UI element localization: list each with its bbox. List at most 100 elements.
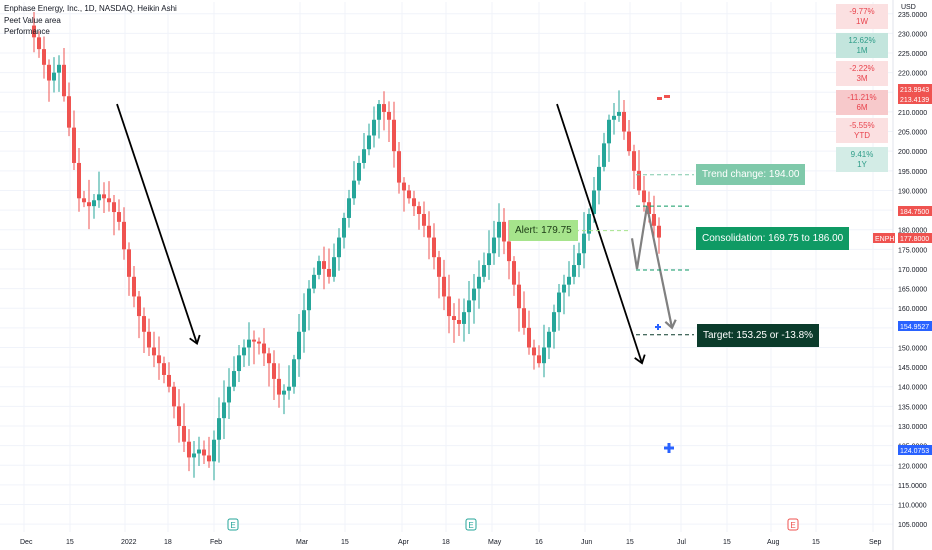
- value-area-marker: [664, 95, 670, 98]
- candle-body: [332, 257, 336, 277]
- candle-body: [242, 347, 246, 356]
- candle-body: [622, 111, 626, 132]
- performance-value: -5.55%: [849, 121, 875, 130]
- performance-value: 12.62%: [848, 35, 876, 45]
- x-tick-label: Apr: [398, 539, 410, 546]
- x-tick-label: 15: [341, 539, 349, 546]
- x-tick-label: Sep: [869, 539, 882, 546]
- trend-arrow-head: [189, 334, 201, 346]
- y-tick-label: 130.0000: [898, 424, 927, 431]
- y-tick-label: 225.0000: [898, 51, 927, 58]
- candle-body: [597, 166, 601, 191]
- trend-arrow-head: [634, 354, 646, 365]
- candle-body: [652, 214, 656, 226]
- x-tick-label: Jul: [677, 539, 686, 546]
- candle-body: [627, 131, 631, 152]
- candle-body: [482, 265, 486, 277]
- trend-change-label[interactable]: Trend change: 194.00: [696, 164, 806, 185]
- performance-period: 3M: [856, 74, 868, 83]
- performance-period: 1M: [856, 45, 868, 55]
- candle-body: [107, 198, 111, 203]
- price-tag: [898, 233, 932, 243]
- candle-body: [572, 265, 576, 277]
- performance-value: -9.77%: [849, 7, 875, 16]
- performance-period: 1Y: [857, 159, 867, 169]
- candle-body: [202, 449, 206, 456]
- candle-body: [257, 341, 261, 344]
- candle-body: [492, 237, 496, 254]
- candle-body: [97, 194, 101, 201]
- currency-label: USD: [901, 4, 916, 11]
- candle-body: [187, 441, 191, 458]
- candle-body: [582, 233, 586, 254]
- performance-cell: 9.41% 1Y: [836, 146, 888, 172]
- candle-body: [632, 151, 636, 171]
- candle-body: [327, 268, 331, 277]
- consolidation-label[interactable]: Consolidation: 169.75 to 186.00: [696, 227, 850, 250]
- earnings-marker-label: E: [790, 521, 795, 530]
- y-tick-label: 220.0000: [898, 71, 927, 78]
- candle-body: [207, 455, 211, 462]
- candle-body: [352, 180, 356, 199]
- candle-body: [347, 198, 351, 218]
- candle-body: [157, 355, 161, 364]
- candle-body: [122, 221, 126, 250]
- candle-body: [252, 339, 256, 342]
- candle-body: [557, 292, 561, 313]
- price-tag-label: 213.9943: [900, 87, 929, 94]
- earnings-marker: [227, 518, 239, 531]
- candle-body: [247, 339, 251, 348]
- candle-body: [612, 115, 616, 120]
- candle-body: [302, 310, 306, 332]
- performance-period: YTD: [854, 131, 870, 140]
- y-tick-label: 135.0000: [898, 404, 927, 411]
- candle-body: [512, 261, 516, 285]
- price-tag-label: 184.7500: [900, 209, 929, 216]
- price-tag: [898, 206, 932, 216]
- y-tick-label: 160.0000: [898, 306, 927, 313]
- candle-body: [637, 170, 641, 191]
- price-tag: [898, 445, 932, 455]
- y-tick-label: 175.0000: [898, 247, 927, 254]
- price-tag-label: 154.9527: [900, 324, 929, 331]
- candle-body: [227, 386, 231, 403]
- candle-body: [82, 198, 86, 203]
- candle-body: [57, 64, 61, 73]
- price-tag-label: 124.0753: [900, 448, 929, 455]
- target-label[interactable]: Target: 153.25 or -13.8%: [697, 324, 820, 347]
- candle-body: [502, 221, 506, 242]
- candle-body: [412, 198, 416, 207]
- y-tick-label: 150.0000: [898, 345, 927, 352]
- candle-body: [367, 135, 371, 150]
- candle-body: [167, 374, 171, 387]
- indicator-value-area[interactable]: Peet Value area: [4, 16, 61, 25]
- earnings-marker-label: E: [468, 521, 473, 530]
- candle-body: [232, 371, 236, 387]
- price-tag-label: ENPH: [875, 236, 894, 243]
- alert-label[interactable]: Alert: 179.75: [509, 220, 578, 241]
- performance-cell: -11.21% 6M: [836, 89, 888, 115]
- y-tick-label: 235.0000: [898, 12, 927, 19]
- candle-body: [417, 206, 421, 214]
- candle-body: [172, 386, 176, 407]
- candle-body: [292, 359, 296, 387]
- x-tick-label: 2022: [121, 539, 137, 546]
- price-tag: [898, 321, 932, 331]
- indicator-performance[interactable]: Performance: [4, 27, 50, 36]
- candle-body: [402, 182, 406, 191]
- y-tick-label: 195.0000: [898, 169, 927, 176]
- candle-body: [32, 25, 36, 38]
- candle-body: [552, 312, 556, 332]
- performance-cell: -5.55% YTD: [836, 118, 888, 143]
- candle-body: [567, 276, 571, 285]
- candle-body: [422, 214, 426, 226]
- candle-body: [42, 49, 46, 65]
- candle-body: [457, 320, 461, 324]
- candle-body: [52, 72, 56, 81]
- value-area-marker: [657, 97, 662, 100]
- candle-body: [642, 190, 646, 203]
- performance-value: 9.41%: [850, 149, 874, 159]
- performance-period: 6M: [856, 102, 868, 112]
- candle-body: [127, 249, 131, 277]
